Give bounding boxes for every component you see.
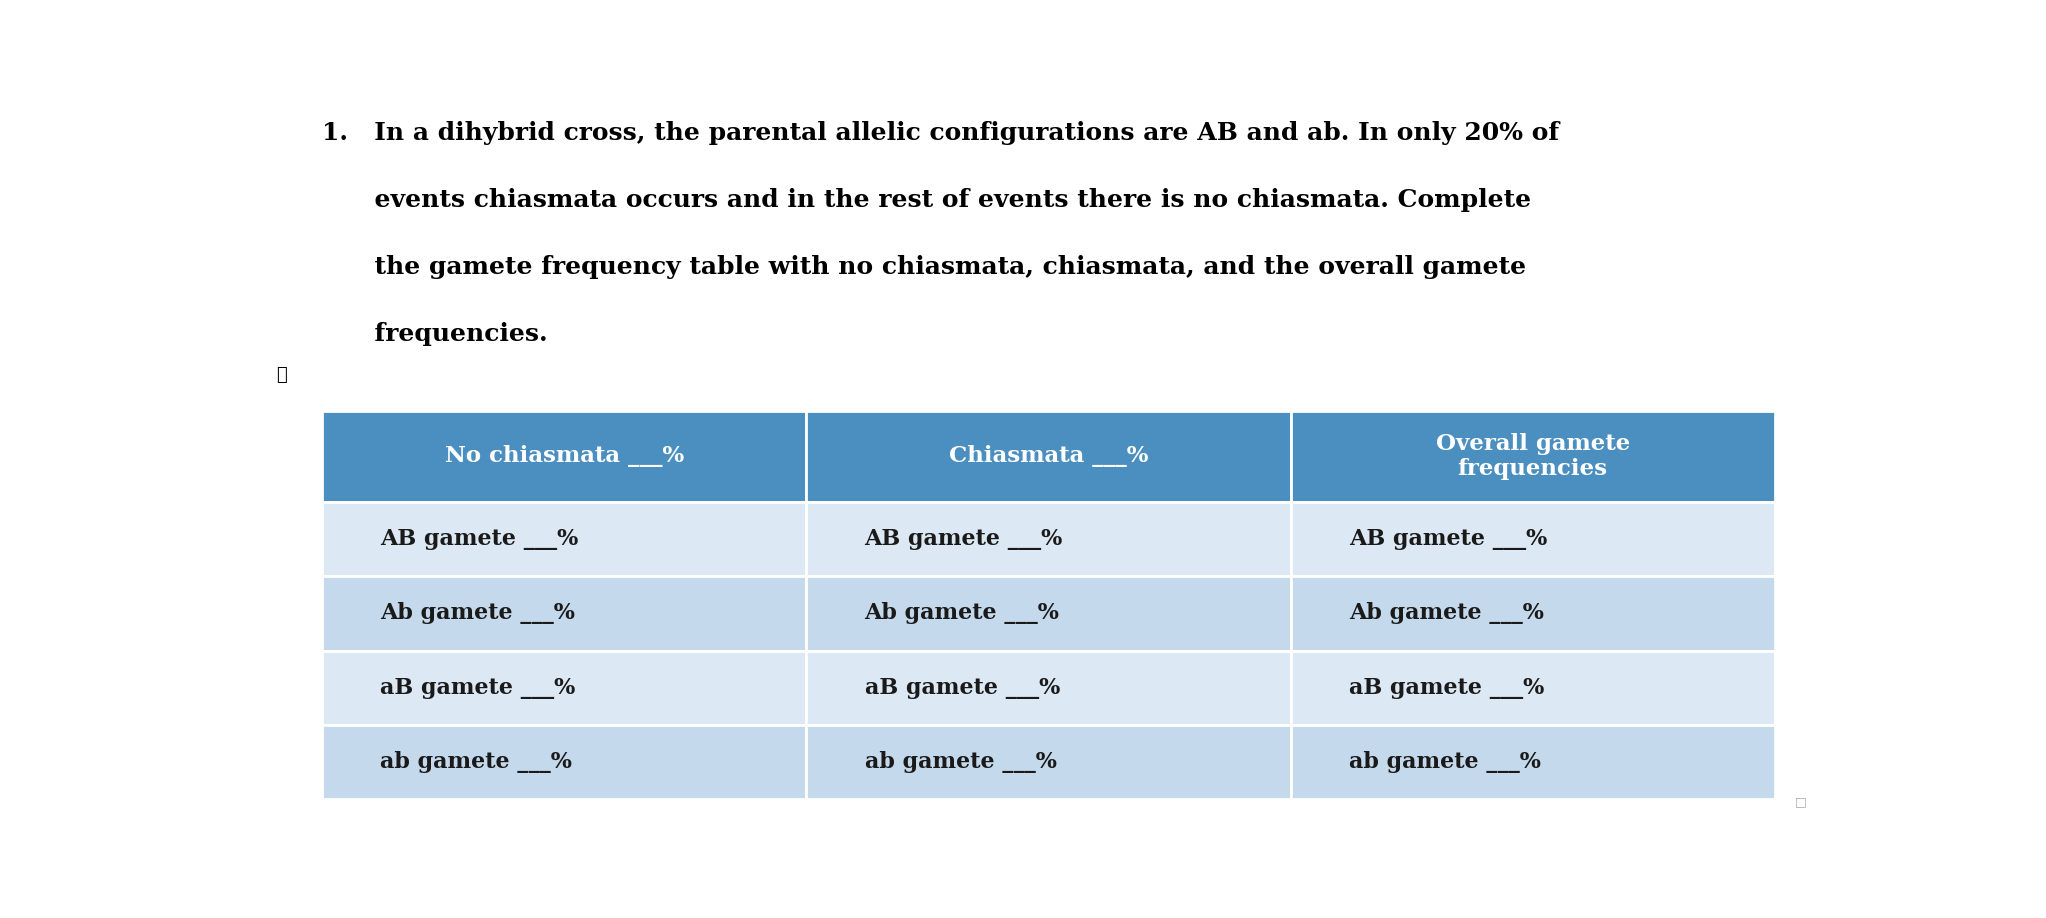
Bar [806, 502, 1291, 577]
Text: frequencies.: frequencies. [323, 322, 548, 346]
Bar [806, 651, 1291, 725]
Bar [323, 725, 806, 800]
Text: ab gamete ___%: ab gamete ___% [1348, 751, 1541, 773]
Text: Ab gamete ___%: Ab gamete ___% [1348, 602, 1543, 624]
Bar [323, 651, 806, 725]
Text: AB gamete ___%: AB gamete ___% [865, 528, 1062, 550]
Text: □: □ [1794, 796, 1807, 809]
Text: Overall gamete
frequencies: Overall gamete frequencies [1436, 432, 1631, 480]
Bar [323, 577, 806, 651]
Bar [1291, 577, 1774, 651]
Text: aB gamete ___%: aB gamete ___% [865, 677, 1060, 699]
Bar [1291, 502, 1774, 577]
Text: the gamete frequency table with no chiasmata, chiasmata, and the overall gamete: the gamete frequency table with no chias… [323, 255, 1526, 279]
Text: aB gamete ___%: aB gamete ___% [1348, 677, 1545, 699]
Text: ab gamete ___%: ab gamete ___% [865, 751, 1056, 773]
Text: ⌖: ⌖ [276, 366, 286, 385]
Bar [1291, 410, 1774, 502]
Text: ab gamete ___%: ab gamete ___% [381, 751, 573, 773]
Bar [1291, 725, 1774, 800]
Text: aB gamete ___%: aB gamete ___% [381, 677, 575, 699]
Text: Chiasmata ___%: Chiasmata ___% [949, 445, 1148, 467]
Text: AB gamete ___%: AB gamete ___% [381, 528, 579, 550]
Text: Ab gamete ___%: Ab gamete ___% [865, 602, 1060, 624]
Bar [1291, 651, 1774, 725]
Bar [806, 410, 1291, 502]
Bar [323, 502, 806, 577]
Bar [323, 410, 806, 502]
Text: 1.   In a dihybrid cross, the parental allelic configurations are AB and ab. In : 1. In a dihybrid cross, the parental all… [323, 121, 1559, 145]
Text: AB gamete ___%: AB gamete ___% [1348, 528, 1547, 550]
Text: No chiasmata ___%: No chiasmata ___% [444, 445, 683, 467]
Bar [806, 577, 1291, 651]
Text: events chiasmata occurs and in the rest of events there is no chiasmata. Complet: events chiasmata occurs and in the rest … [323, 188, 1532, 212]
Text: Ab gamete ___%: Ab gamete ___% [381, 602, 575, 624]
Bar [806, 725, 1291, 800]
